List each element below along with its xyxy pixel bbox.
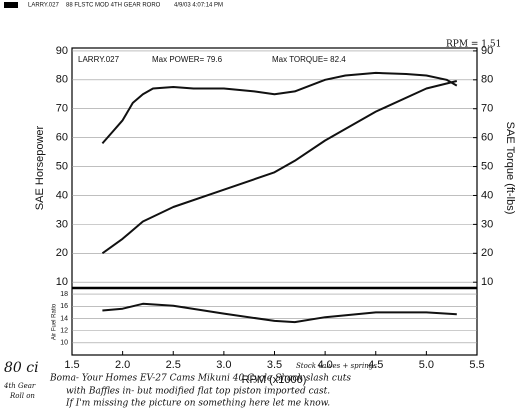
x-tick-label: 4.5 [368,359,383,371]
y-tick-label: 16 [60,303,68,310]
header-file: LARRY.027 [28,3,59,9]
x-tick-label: 5.5 [469,359,484,371]
y-tick-label: 10 [60,340,68,347]
header-date: 4/9/03 4:07:14 PM [174,3,223,9]
note-valves: Stock valves + springs [296,362,377,370]
rpm-factor: RPM = 1.51 [446,40,501,50]
header-marker [4,2,18,8]
y2-tick-label: 50 [481,160,493,172]
note-engine: 80 ci [4,360,39,376]
x-tick-label: 2.0 [115,359,130,371]
series-line [102,302,457,324]
y-tick-label: 10 [56,276,68,288]
y-tick-label: 30 [56,218,68,230]
y-tick-label: 60 [56,132,68,144]
series-line [101,71,458,145]
note-roll: Roll on [9,392,35,400]
x-axis-label: RPM (x1000) [242,374,307,386]
y2-tick-label: 90 [481,45,493,57]
y2-tick-label: 20 [481,247,493,259]
y2-tick-label: 60 [481,132,493,144]
y-tick-label: 70 [56,103,68,115]
y2-axis-label: SAE Torque (ft-lbs) [504,122,516,215]
y2-tick-label: 70 [481,103,493,115]
y2-tick-label: 30 [481,218,493,230]
note-line3: If I'm missing the picture on something … [65,399,330,409]
max-torque: Max TORQUE= 82.4 [272,55,346,64]
series-line [101,80,458,255]
run-name: LARRY.027 [78,55,120,64]
y-tick-label: 40 [56,189,68,201]
y2-tick-label: 80 [481,74,493,86]
y-tick-label: 50 [56,160,68,172]
y-axis-label: SAE Horsepower [34,125,46,210]
y2-tick-label: 10 [481,276,493,288]
y-tick-label: 18 [60,291,68,298]
y-tick-label: 90 [56,45,68,57]
afr-axis-label: Air Fuel Ratio [52,303,58,340]
note-gear: 4th Gear [3,382,36,390]
x-tick-label: 2.5 [166,359,181,371]
header-title: 88 FLSTC MOD 4TH GEAR RORO [66,3,161,9]
x-tick-label: 3.5 [267,359,282,371]
y-tick-label: 20 [56,247,68,259]
max-power: Max POWER= 79.6 [152,55,223,64]
x-tick-label: 5.0 [419,359,434,371]
y-tick-label: 80 [56,74,68,86]
x-tick-label: 4.0 [317,359,332,371]
y-tick-label: 12 [60,327,68,334]
y2-tick-label: 40 [481,189,493,201]
y-tick-label: 14 [60,315,68,322]
x-tick-label: 1.5 [64,359,79,371]
note-line2: with Baffles in- but modified flat top p… [66,387,330,397]
x-tick-label: 3.0 [216,359,231,371]
note-line1: Boma- Your Homes EV-27 Cams Mikuni 40 Cy… [49,374,351,384]
